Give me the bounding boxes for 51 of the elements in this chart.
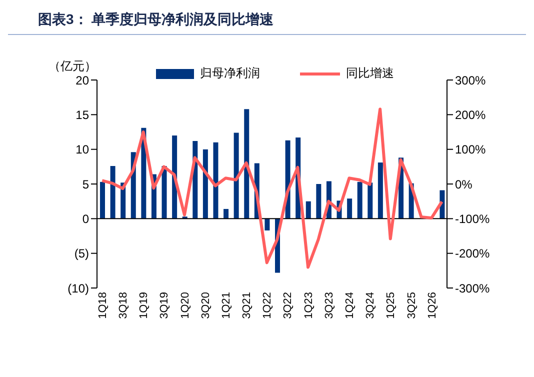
y-tick-label: 10 [76, 142, 90, 157]
bar [213, 142, 218, 219]
x-tick-label: 3Q19 [158, 292, 171, 319]
legend-label: 同比增速 [346, 65, 394, 82]
y2-tick-label: -100% [455, 212, 490, 226]
bar [224, 208, 229, 219]
y2-tick-label: -300% [455, 281, 490, 296]
y2-tick-label: 100% [455, 142, 486, 157]
y-axis-title: （亿元） [48, 59, 96, 73]
y2-tick-label: 200% [455, 108, 486, 122]
bar [347, 198, 352, 219]
bar [110, 166, 116, 219]
y-tick-label: (5) [74, 246, 89, 261]
x-tick-label: 1Q23 [302, 292, 315, 319]
x-tick-label: 3Q23 [323, 292, 336, 319]
chart-title: 图表3： 单季度归母净利润及同比增速 [8, 8, 526, 35]
y-tick-label: 15 [76, 108, 90, 122]
x-tick-label: 3Q20 [200, 292, 212, 319]
bar [357, 182, 362, 219]
bar [306, 201, 311, 219]
y-tick-label: (10) [68, 281, 89, 296]
x-tick-label: 3Q24 [364, 292, 377, 319]
bar [244, 109, 250, 219]
y-tick-label: 5 [82, 177, 90, 192]
legend-label: 归母净利润 [200, 65, 260, 82]
y-tick-label: 0 [82, 212, 90, 226]
bar [378, 162, 383, 219]
x-tick-label: 1Q25 [385, 292, 398, 319]
bar [316, 184, 322, 219]
x-tick-label: 1Q21 [220, 292, 232, 319]
bar [100, 182, 105, 219]
y-tick-label: 20 [76, 73, 90, 88]
y2-tick-label: -200% [455, 246, 490, 261]
line-series [100, 108, 444, 269]
bar [234, 132, 239, 219]
x-tick-label: 3Q25 [406, 292, 418, 319]
bar [368, 182, 373, 219]
x-tick-label: 3Q18 [118, 292, 130, 319]
x-tick-label: 3Q22 [282, 292, 294, 319]
x-tick-label: 1Q20 [179, 292, 192, 319]
x-tick-label: 1Q24 [344, 292, 356, 319]
y2-tick-label: 300% [455, 73, 486, 88]
x-tick-label: 3Q21 [241, 292, 254, 319]
x-tick-label: 1Q18 [96, 292, 109, 319]
bar [202, 149, 208, 219]
x-tick-label: 1Q22 [262, 292, 274, 319]
bar [264, 218, 270, 230]
x-tick-label: 1Q26 [426, 292, 438, 319]
y2-tick-label: 0% [455, 177, 473, 192]
bar [162, 166, 167, 219]
x-tick-label: 1Q19 [138, 292, 150, 319]
